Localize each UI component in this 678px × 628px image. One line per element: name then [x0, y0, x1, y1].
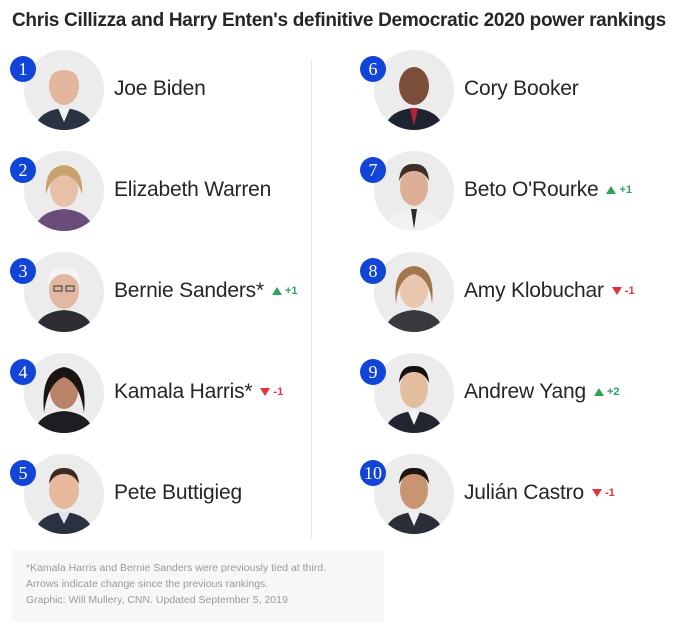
- rank-change: -1: [611, 285, 635, 297]
- candidate-name: Julián Castro: [464, 481, 584, 504]
- candidate-name: Cory Booker: [464, 77, 579, 100]
- arrow-up-icon: [593, 388, 604, 396]
- rank-change-value: +1: [284, 285, 298, 297]
- candidate-photo: [374, 50, 454, 130]
- rank-badge: 4: [10, 359, 36, 385]
- candidate-entry: 10 Julián Castro -1: [360, 454, 678, 555]
- candidate-name: Andrew Yang: [464, 380, 586, 403]
- candidate-entry: 4 Kamala Harris* -1: [10, 353, 330, 454]
- candidate-name: Bernie Sanders*: [114, 279, 264, 302]
- rank-badge: 2: [10, 157, 36, 183]
- rank-badge: 8: [360, 258, 386, 284]
- candidate-entry: 1 Joe Biden: [10, 50, 330, 151]
- candidate-photo: [24, 353, 104, 433]
- candidate-photo: [24, 454, 104, 534]
- rank-change-value: +1: [619, 184, 633, 196]
- footnote-line: *Kamala Harris and Bernie Sanders were p…: [26, 562, 326, 574]
- rank-badge: 9: [360, 359, 386, 385]
- candidate-entry: 6 Cory Booker: [360, 50, 678, 151]
- candidate-name: Kamala Harris*: [114, 380, 253, 403]
- candidate-entry: 8 Amy Klobuchar -1: [360, 252, 678, 353]
- source-credit: Graphic: Will Mullery, CNN. Updated Sept…: [26, 594, 288, 606]
- arrow-down-icon: [260, 388, 271, 396]
- rank-change-value: +2: [606, 386, 620, 398]
- candidate-entry: 2 Elizabeth Warren: [10, 151, 330, 252]
- candidate-photo: [24, 252, 104, 332]
- candidate-photo: [24, 151, 104, 231]
- candidate-name: Elizabeth Warren: [114, 178, 272, 201]
- candidate-entry: 3 Bernie Sanders* +1: [10, 252, 330, 353]
- rank-badge: 3: [10, 258, 36, 284]
- rank-badge: 5: [10, 460, 36, 486]
- rank-badge: 10: [360, 460, 386, 486]
- candidate-entry: 7 Beto O'Rourke +1: [360, 151, 678, 252]
- rank-change: +1: [271, 285, 298, 297]
- rankings-column-right: 6 Cory Booker 7 Beto O'Rourke +1: [360, 50, 678, 555]
- rank-change: +1: [606, 184, 632, 196]
- candidate-photo: [374, 252, 454, 332]
- candidate-name: Joe Biden: [114, 77, 206, 100]
- candidate-photo: [374, 454, 454, 534]
- footnote: *Kamala Harris and Bernie Sanders were p…: [26, 560, 326, 608]
- candidate-name: Beto O'Rourke: [464, 178, 599, 201]
- column-divider: [311, 60, 312, 538]
- rank-badge: 7: [360, 157, 386, 183]
- rank-change-value: -1: [624, 285, 635, 297]
- candidate-name: Amy Klobuchar: [464, 279, 604, 302]
- rank-change: -1: [260, 386, 283, 398]
- rankings-column-left: 1 Joe Biden 2 Elizabeth Warren: [10, 50, 330, 555]
- arrow-down-icon: [591, 489, 602, 497]
- rank-change: +2: [593, 386, 620, 398]
- rank-change: -1: [591, 487, 615, 499]
- rank-change-value: -1: [273, 386, 284, 398]
- arrow-up-icon: [271, 287, 282, 295]
- chart-title: Chris Cillizza and Harry Enten's definit…: [12, 10, 666, 31]
- candidate-entry: 5 Pete Buttigieg: [10, 454, 330, 555]
- arrow-up-icon: [606, 186, 617, 194]
- candidate-entry: 9 Andrew Yang +2: [360, 353, 678, 454]
- rank-badge: 1: [10, 56, 36, 82]
- candidate-photo: [374, 353, 454, 433]
- candidate-name: Pete Buttigieg: [114, 481, 242, 504]
- rank-change-value: -1: [604, 487, 615, 499]
- footnote-background: [12, 550, 384, 622]
- arrow-down-icon: [611, 287, 622, 295]
- rank-badge: 6: [360, 56, 386, 82]
- candidate-photo: [24, 50, 104, 130]
- candidate-photo: [374, 151, 454, 231]
- footnote-line: Arrows indicate change since the previou…: [26, 578, 269, 590]
